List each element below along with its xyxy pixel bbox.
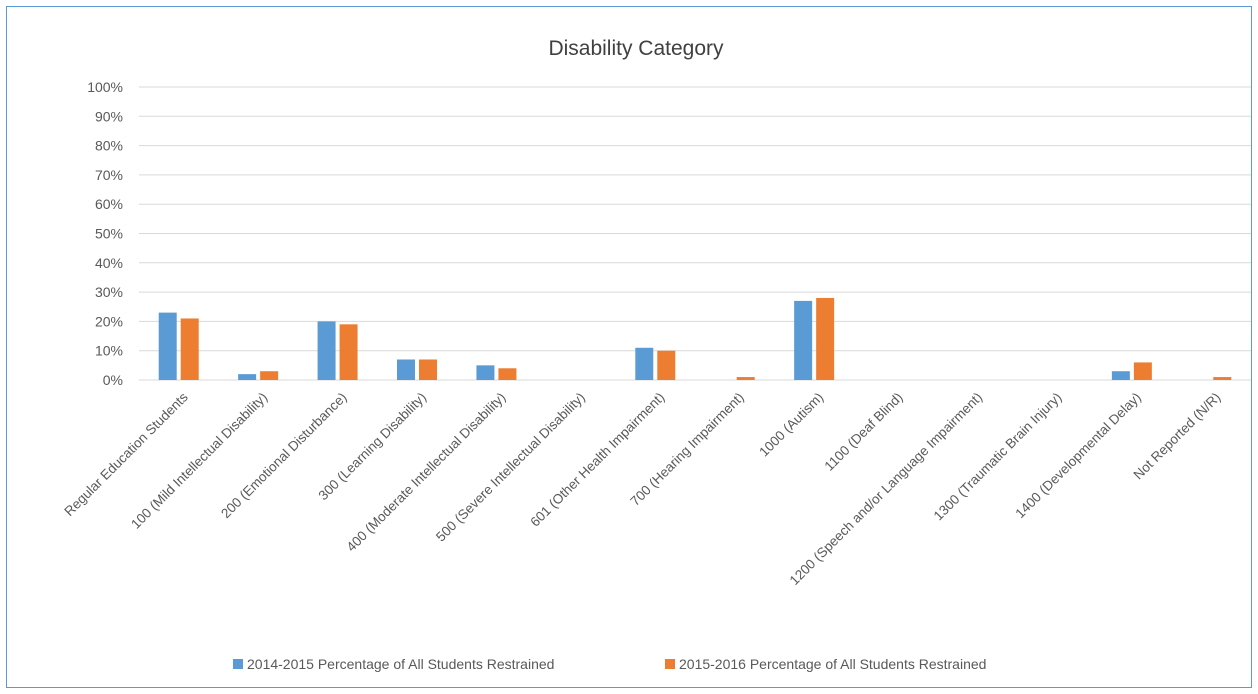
y-tick-label: 10% <box>95 343 123 359</box>
bar <box>180 318 199 380</box>
legend-swatch <box>665 659 675 669</box>
bar <box>635 347 654 380</box>
bar <box>339 324 358 380</box>
y-tick-label: 90% <box>95 108 123 124</box>
x-category-label: 500 (Severe Intellectual Disability) <box>433 390 588 545</box>
bar <box>657 350 676 380</box>
chart-frame: Disability Category 0% 10% 20% 30% 40% 50% 60%… <box>6 6 1252 688</box>
x-category-label: 200 (Emotional Disturbance) <box>218 390 350 522</box>
bar-chart: Disability Category 0% 10% 20% 30% 40% 50% 60%… <box>61 37 1251 672</box>
y-axis-ticks: 0% 10% 20% 30% 40% 50% 60% 70% 80% 90% 100% <box>87 79 123 388</box>
bar <box>317 321 336 380</box>
y-tick-label: 80% <box>95 138 123 154</box>
bar <box>794 300 813 380</box>
x-category-label: 400 (Moderate Intellectual Disability) <box>344 390 509 555</box>
x-category-label: 601 (Other Health Impairment) <box>527 390 667 530</box>
x-category-label: 1100 (Deaf Blind) <box>822 390 906 474</box>
y-tick-label: 40% <box>95 255 123 271</box>
chart-title: Disability Category <box>548 37 724 60</box>
y-tick-label: 20% <box>95 313 123 329</box>
legend-label: 2014-2015 Percentage of All Students Res… <box>247 656 554 672</box>
bar <box>476 365 495 380</box>
legend: 2014-2015 Percentage of All Students Res… <box>233 656 986 672</box>
y-tick-label: 70% <box>95 167 123 183</box>
bar <box>736 377 755 380</box>
x-category-label: Not Reported (N/R) <box>1131 390 1224 483</box>
bar <box>260 371 279 380</box>
y-tick-label: 50% <box>95 226 123 242</box>
legend-label: 2015-2016 Percentage of All Students Res… <box>679 656 986 672</box>
bar <box>498 368 517 380</box>
bar <box>238 374 257 380</box>
bar <box>1213 377 1232 380</box>
bar <box>419 359 437 380</box>
x-category-label: 100 (Mild Intellectual Disability) <box>128 390 270 532</box>
x-category-label: Regular Education Students <box>61 389 191 519</box>
bar <box>1111 371 1130 380</box>
y-tick-label: 60% <box>95 196 123 212</box>
x-category-label: 1300 (Traumatic Brain Injury) <box>931 390 1065 524</box>
y-tick-label: 0% <box>103 372 123 388</box>
y-tick-label: 30% <box>95 284 123 300</box>
bar <box>158 312 177 380</box>
gridlines <box>139 86 1251 381</box>
bar <box>1133 362 1152 380</box>
x-category-label: 1400 (Developmental Delay) <box>1012 390 1144 522</box>
y-tick-label: 100% <box>87 79 123 95</box>
bar <box>816 297 835 380</box>
bar <box>397 359 415 380</box>
bars <box>158 297 1232 380</box>
x-category-label: 1000 (Autism) <box>756 390 826 460</box>
legend-swatch <box>233 659 243 669</box>
